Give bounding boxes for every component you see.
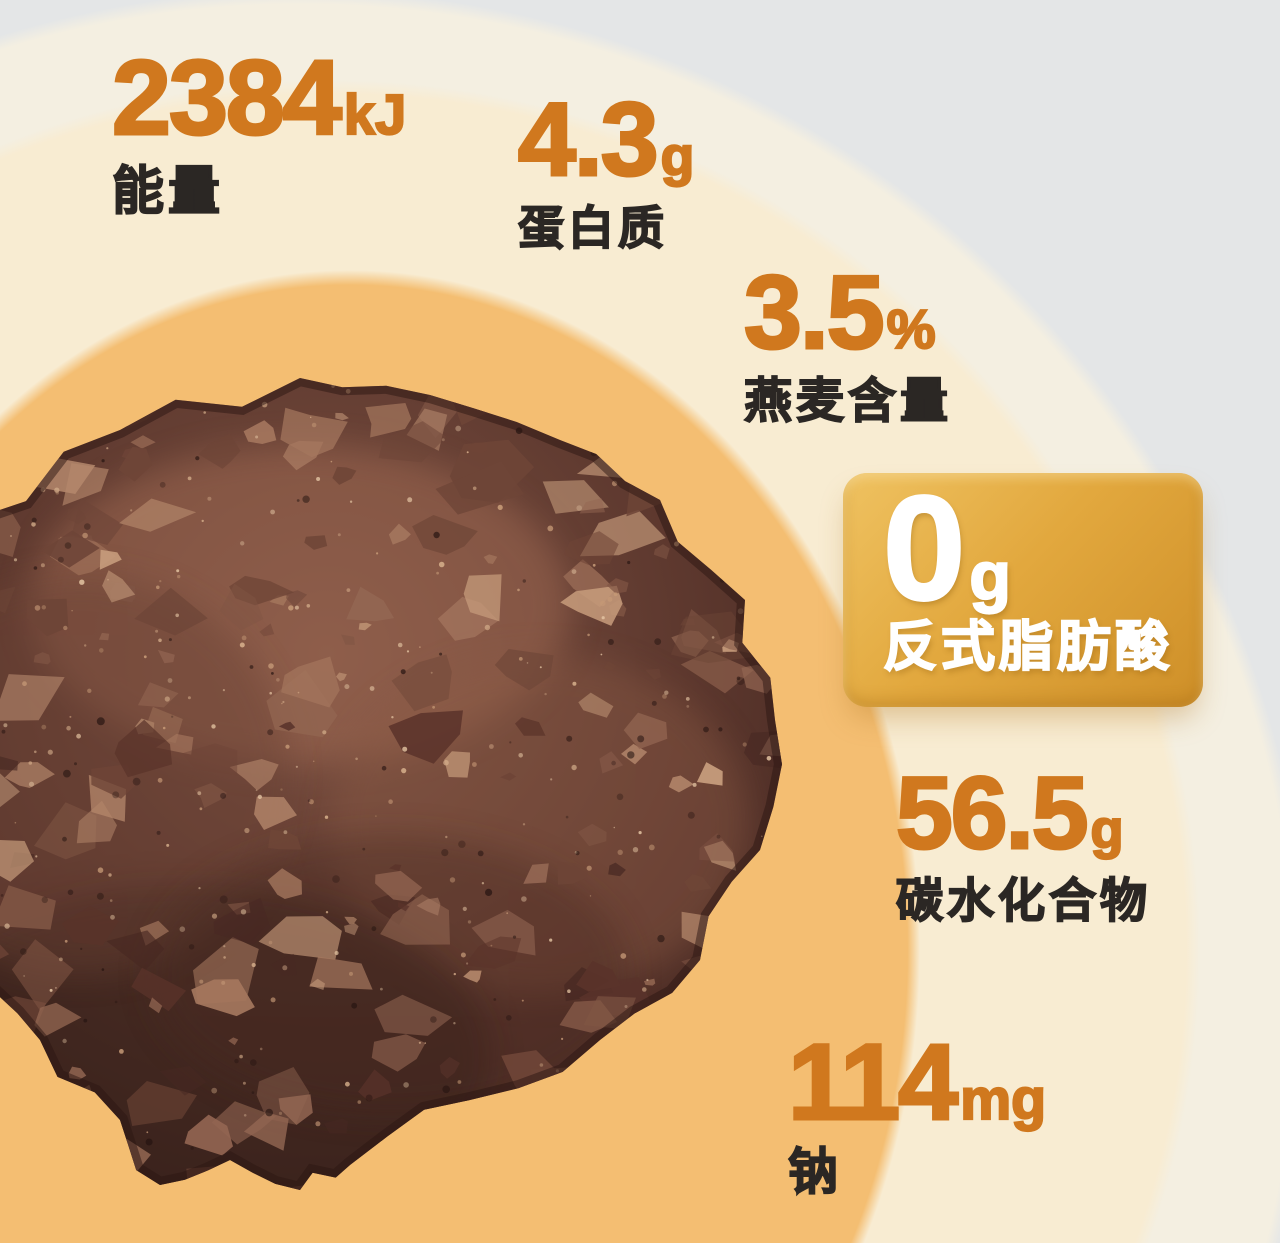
stat-protein: 4.3g 蛋白质 bbox=[517, 82, 696, 254]
sodium-value: 114mg bbox=[786, 1021, 1047, 1142]
protein-label: 蛋白质 bbox=[517, 202, 668, 254]
carbohydrate-unit: g bbox=[1089, 800, 1124, 860]
trans-fat-value: 0g bbox=[881, 466, 1012, 631]
stat-sodium: 114mg 钠 bbox=[786, 1021, 1047, 1200]
energy-unit: kJ bbox=[343, 83, 408, 146]
trans-fat-label: 反式脂肪酸 bbox=[882, 617, 1173, 677]
energy-label: 能量 bbox=[111, 163, 225, 221]
oat-content-unit: % bbox=[885, 298, 936, 360]
protein-unit: g bbox=[659, 125, 695, 187]
stat-carbohydrate: 56.5g 碳水化合物 bbox=[895, 756, 1151, 927]
oat-content-value: 3.5% bbox=[743, 255, 937, 371]
trans-fat-unit: g bbox=[968, 538, 1012, 614]
sodium-label: 钠 bbox=[787, 1144, 842, 1200]
stat-oat-content: 3.5% 燕麦含量 bbox=[743, 255, 953, 428]
sodium-unit: mg bbox=[959, 1068, 1047, 1132]
stat-energy: 2384kJ 能量 bbox=[111, 39, 408, 221]
carbohydrate-value: 56.5g bbox=[895, 756, 1125, 870]
trans-fat-badge: 0g 反式脂肪酸 bbox=[843, 473, 1203, 707]
oat-content-label: 燕麦含量 bbox=[743, 375, 953, 428]
energy-value: 2384kJ bbox=[111, 39, 408, 157]
product-photo-chocolate-oat-cube bbox=[0, 378, 783, 1190]
carbohydrate-label: 碳水化合物 bbox=[895, 874, 1151, 927]
protein-value: 4.3g bbox=[517, 82, 696, 198]
